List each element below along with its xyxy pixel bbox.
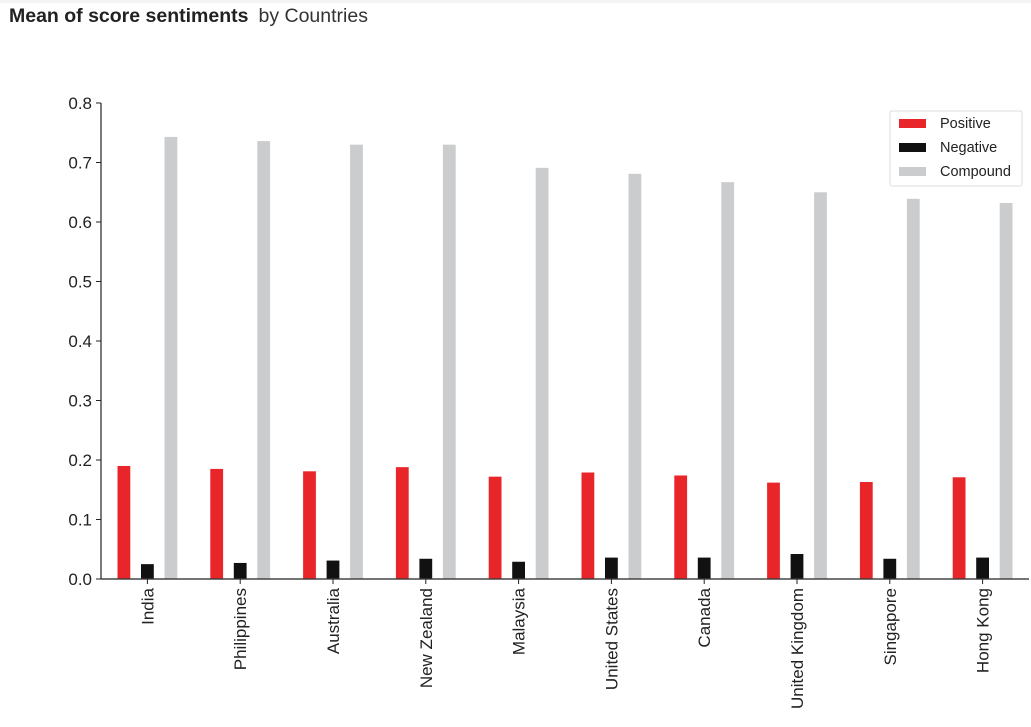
bar-negative-new-zealand: [418, 557, 434, 580]
bar-compound-hong-kong: [998, 201, 1014, 580]
y-tick-label: 0.0: [68, 570, 92, 589]
bar-positive-singapore: [858, 480, 874, 580]
bar-compound-australia: [348, 143, 365, 580]
x-tick-label-canada: Canada: [695, 587, 714, 647]
x-tick-label-philippines: Philippines: [231, 588, 250, 670]
chart-title: Mean of score sentiments by Countries: [9, 5, 368, 28]
bar-positive-canada: [673, 474, 689, 580]
bar-positive-philippines: [209, 467, 225, 580]
bar-positive-united-states: [580, 471, 596, 580]
x-tick-label-hong-kong: Hong Kong: [974, 588, 993, 673]
legend-swatch-positive: [899, 119, 926, 128]
bar-negative-malaysia: [511, 560, 527, 580]
bar-compound-united-kingdom: [812, 191, 829, 580]
top-strip: [0, 0, 1031, 3]
bar-negative-india: [139, 562, 155, 580]
x-tick-label-new-zealand: New Zealand: [417, 588, 436, 688]
bar-negative-united-kingdom: [789, 552, 805, 580]
x-tick-label-united-kingdom: United Kingdom: [788, 588, 807, 709]
bars-layer: [116, 135, 1014, 580]
bar-negative-canada: [696, 556, 712, 580]
x-tick-label-india: India: [138, 587, 157, 624]
bar-positive-australia: [301, 470, 318, 580]
bar-positive-india: [116, 464, 132, 580]
bar-compound-philippines: [256, 139, 272, 580]
axes-layer: 0.0 0.1 0.2 0.3 0.4 0.5 0.6 0.7 0.8 India Philippi…: [68, 94, 1029, 709]
bar-positive-malaysia: [487, 475, 503, 580]
legend-swatch-compound: [899, 167, 926, 176]
legend-swatch-negative: [899, 143, 926, 152]
y-tick-label: 0.6: [68, 213, 92, 232]
bar-compound-india: [163, 135, 179, 580]
bar-negative-australia: [325, 559, 341, 580]
bar-compound-canada: [720, 180, 736, 580]
legend-label-compound: Compound: [940, 164, 1011, 180]
x-tick-label-australia: Australia: [324, 587, 343, 654]
y-tick-label: 0.2: [68, 451, 92, 470]
y-tick-label: 0.7: [68, 154, 92, 173]
bar-compound-malaysia: [534, 166, 550, 580]
chart-title-bold: Mean of score sentiments: [9, 5, 249, 27]
y-tick-label: 0.4: [68, 332, 92, 351]
bar-negative-singapore: [882, 557, 898, 580]
legend-label-negative: Negative: [940, 140, 997, 156]
bar-negative-philippines: [232, 561, 248, 580]
y-tick-label: 0.1: [68, 511, 92, 530]
x-tick-label-singapore: Singapore: [881, 588, 900, 666]
y-tick-label: 0.5: [68, 273, 92, 292]
bar-compound-united-states: [627, 172, 643, 580]
bar-compound-singapore: [905, 197, 921, 580]
bar-positive-united-kingdom: [765, 481, 782, 580]
bar-positive-new-zealand: [394, 465, 410, 580]
bar-positive-hong-kong: [951, 476, 967, 580]
legend-label-positive: Positive: [940, 116, 991, 132]
bar-negative-hong-kong: [974, 556, 991, 580]
bar-negative-united-states: [603, 556, 620, 580]
x-tick-label-malaysia: Malaysia: [510, 587, 529, 655]
legend: Positive Negative Compound: [889, 110, 1023, 187]
chart-title-subtitle: by Countries: [258, 5, 368, 27]
bar-compound-new-zealand: [441, 143, 457, 580]
y-tick-label: 0.8: [68, 94, 92, 113]
y-tick-label: 0.3: [68, 392, 92, 411]
x-tick-label-united-states: United States: [602, 588, 621, 690]
